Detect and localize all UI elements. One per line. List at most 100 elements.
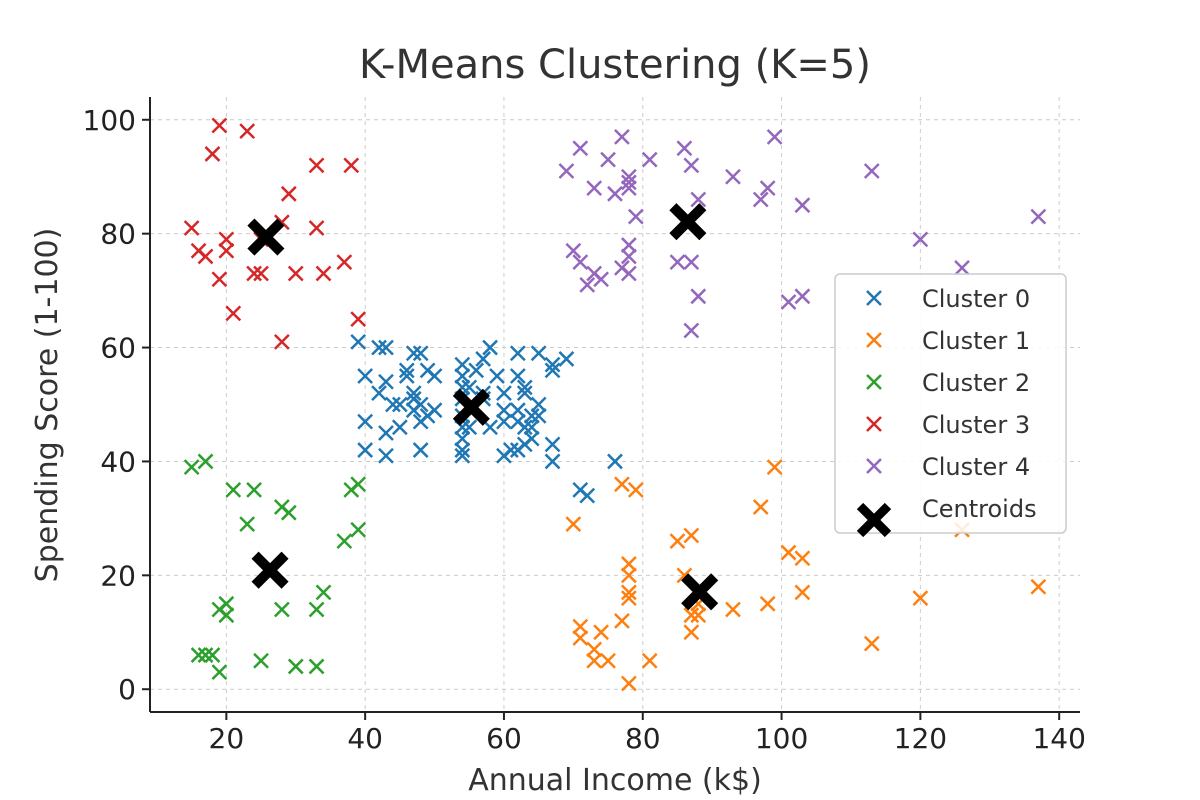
y-tick-label: 0 bbox=[118, 673, 136, 706]
data-point bbox=[211, 271, 228, 288]
data-point bbox=[614, 476, 630, 493]
data-point bbox=[752, 499, 769, 515]
data-point bbox=[593, 624, 610, 641]
centroid-markers bbox=[247, 203, 719, 611]
x-tick-label: 100 bbox=[755, 722, 808, 755]
data-point bbox=[280, 185, 297, 202]
data-point bbox=[565, 516, 582, 532]
data-point bbox=[218, 231, 235, 248]
data-point bbox=[690, 191, 707, 208]
data-point bbox=[766, 459, 783, 476]
data-point bbox=[579, 487, 596, 504]
data-point bbox=[579, 277, 596, 293]
y-tick-label: 80 bbox=[100, 218, 136, 251]
data-point bbox=[183, 459, 200, 476]
data-point bbox=[225, 482, 242, 498]
data-point bbox=[336, 533, 353, 550]
data-point bbox=[725, 168, 741, 185]
x-ticks: 20 40 60 80 100 120 140 bbox=[209, 712, 1086, 755]
data-point bbox=[197, 248, 214, 265]
y-tick-label: 20 bbox=[100, 559, 136, 592]
data-point bbox=[572, 630, 589, 646]
data-point bbox=[794, 584, 811, 601]
data-point bbox=[863, 635, 880, 652]
data-point bbox=[315, 265, 332, 282]
series-cluster-2 bbox=[183, 453, 367, 681]
x-tick-label: 40 bbox=[347, 722, 383, 755]
data-point bbox=[239, 123, 256, 140]
data-point bbox=[398, 368, 415, 384]
data-point bbox=[391, 419, 408, 436]
legend-item: Cluster 3 bbox=[866, 411, 1030, 439]
data-point bbox=[794, 288, 811, 305]
data-point bbox=[496, 413, 512, 430]
data-point bbox=[454, 356, 471, 373]
data-point bbox=[378, 425, 394, 441]
data-point bbox=[620, 567, 637, 584]
data-point bbox=[475, 351, 492, 367]
data-point bbox=[183, 220, 200, 236]
data-point bbox=[412, 345, 429, 362]
data-point bbox=[516, 419, 533, 436]
data-point bbox=[683, 322, 700, 339]
x-tick-label: 120 bbox=[894, 722, 947, 755]
data-point bbox=[586, 641, 603, 658]
y-tick-label: 60 bbox=[100, 332, 136, 365]
data-point bbox=[683, 254, 700, 271]
data-point bbox=[544, 362, 561, 379]
data-point bbox=[780, 294, 797, 310]
data-point bbox=[503, 442, 519, 458]
data-point bbox=[516, 379, 533, 396]
legend-box bbox=[834, 273, 1067, 534]
data-point bbox=[954, 259, 970, 276]
data-point bbox=[690, 288, 707, 305]
data-point bbox=[766, 128, 783, 145]
data-point bbox=[558, 163, 575, 179]
legend-marker bbox=[856, 502, 892, 538]
data-point bbox=[600, 652, 616, 669]
data-point bbox=[544, 356, 561, 373]
data-point bbox=[523, 408, 540, 424]
data-point bbox=[378, 373, 394, 390]
data-point bbox=[280, 504, 297, 521]
data-point bbox=[405, 345, 422, 362]
data-point bbox=[343, 157, 360, 174]
data-point bbox=[794, 197, 811, 214]
legend-marker bbox=[866, 332, 882, 348]
data-points bbox=[183, 117, 1047, 692]
data-point bbox=[794, 550, 811, 567]
data-point bbox=[683, 624, 700, 641]
data-point bbox=[558, 351, 575, 367]
data-point bbox=[398, 362, 415, 379]
data-point bbox=[759, 595, 776, 612]
data-point bbox=[454, 368, 471, 384]
data-point bbox=[572, 140, 589, 157]
y-axis-label: Spending Score (1-100) bbox=[30, 228, 65, 583]
chart-title: K-Means Clustering (K=5) bbox=[359, 42, 871, 88]
data-point bbox=[204, 146, 221, 162]
data-point bbox=[308, 658, 325, 675]
data-point bbox=[509, 345, 526, 362]
legend-marker bbox=[866, 290, 882, 306]
data-point bbox=[1030, 208, 1047, 225]
data-point bbox=[197, 647, 214, 663]
data-point bbox=[620, 248, 637, 265]
data-point bbox=[690, 607, 707, 624]
data-point bbox=[315, 584, 332, 601]
data-point bbox=[607, 185, 623, 202]
data-point bbox=[211, 664, 228, 681]
data-point bbox=[350, 333, 367, 350]
legend-item: Cluster 1 bbox=[866, 327, 1030, 355]
data-point bbox=[620, 237, 637, 253]
data-point bbox=[357, 368, 374, 384]
legend-label: Centroids bbox=[922, 495, 1037, 523]
y-ticks: 0 20 40 60 80 100 bbox=[83, 104, 150, 706]
data-point bbox=[530, 408, 547, 424]
data-point bbox=[378, 339, 394, 356]
data-point bbox=[371, 339, 387, 356]
data-point bbox=[350, 521, 367, 538]
data-point bbox=[676, 140, 693, 157]
data-point bbox=[509, 402, 526, 419]
data-point bbox=[572, 618, 589, 635]
